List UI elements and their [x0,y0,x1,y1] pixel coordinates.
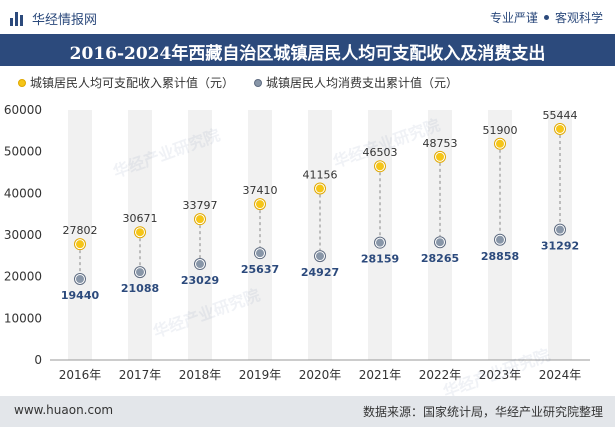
legend-item-expense: 城镇居民人均消费支出累计值（元） [254,74,458,91]
income-data-label: 46503 [363,146,398,159]
x-tick-label: 2022年 [419,368,462,382]
income-point-ring [554,122,566,135]
expense-point [494,233,506,246]
brand-name: 华经情报网 [32,13,98,28]
income-point-ring [314,182,326,195]
x-tick-label: 2018年 [179,368,222,382]
income-point-ring [254,198,266,211]
income-point-ring [74,238,86,251]
income-point-ring [434,150,446,163]
tagline: 专业严谨 客观科学 [490,9,603,26]
x-tick-label: 2021年 [359,368,402,382]
expense-point-ring [194,258,206,271]
income-point [494,137,506,150]
chart-legend: 城镇居民人均可支配收入累计值（元） 城镇居民人均消费支出累计值（元） [18,74,478,91]
footer-bar: www.huaon.com 数据来源：国家统计局，华经产业研究院整理 [0,396,615,427]
expense-point-ring [134,266,146,279]
legend-label-expense: 城镇居民人均消费支出累计值（元） [266,76,459,90]
tagline-1: 专业严谨 [489,11,538,25]
column-band [308,110,332,360]
expense-point [434,236,446,249]
legend-label-income: 城镇居民人均可支配收入累计值（元） [30,76,235,90]
brand-logo: 华经情报网 [10,9,97,28]
expense-point-ring [254,247,266,260]
y-tick-label: 40000 [4,186,42,200]
tagline-2: 客观科学 [554,11,603,25]
income-data-label: 27802 [63,224,98,237]
expense-point-ring [74,273,86,285]
expense-point-ring [314,250,326,263]
income-point [314,182,326,195]
expense-data-label: 19440 [61,289,100,302]
expense-data-label: 24927 [301,266,339,279]
x-tick-label: 2017年 [119,368,162,382]
expense-data-label: 23029 [181,274,219,287]
website-link[interactable]: www.huaon.com [14,403,114,417]
chart-title: 2016-2024年西藏自治区城镇居民人均可支配收入及消费支出 [69,44,546,64]
income-point-ring [374,160,386,173]
income-data-label: 30671 [123,212,158,225]
column-band [188,110,212,360]
top-bar: 华经情报网 专业严谨 客观科学 [0,0,615,34]
income-point-ring [134,226,146,239]
y-tick-label: 10000 [4,311,42,325]
expense-point-ring [554,223,566,236]
title-bar: 2016-2024年西藏自治区城镇居民人均可支配收入及消费支出 [0,34,615,66]
legend-marker-income-icon [18,78,26,87]
income-point [554,122,566,135]
x-tick-label: 2016年 [59,368,102,382]
income-point [254,198,266,211]
expense-data-label: 25637 [241,263,279,276]
income-point [434,150,446,163]
income-point [134,226,146,239]
data-source: 数据来源：国家统计局，华经产业研究院整理 [362,405,603,419]
expense-point [194,258,206,271]
income-data-label: 48753 [423,137,458,150]
y-tick-label: 20000 [4,270,42,284]
expense-point-ring [434,236,446,249]
column-band [68,110,92,360]
income-data-label: 33797 [183,199,218,212]
income-data-label: 55444 [543,109,578,122]
income-data-label: 37410 [243,184,278,197]
income-point [194,213,206,226]
x-tick-label: 2020年 [299,368,342,382]
expense-point [374,236,386,249]
expense-data-label: 28159 [361,253,399,266]
expense-data-label: 28858 [481,250,519,263]
dot-separator-icon [543,15,549,20]
income-data-label: 51900 [483,124,518,137]
x-tick-label: 2024年 [539,368,582,382]
chart-plot: 0 10000 20000 30000 40000 50000 60000 2016年 2017… [4,103,590,382]
y-tick-label: 50000 [4,145,42,159]
expense-data-label: 31292 [541,240,579,253]
legend-marker-expense-icon [254,78,263,87]
income-point [74,238,86,251]
logo-icon [10,11,24,26]
expense-data-label: 21088 [121,282,159,295]
expense-point-ring [494,233,506,246]
y-tick-label: 60000 [4,103,42,117]
y-tick-label: 0 [34,353,42,367]
expense-data-label: 28265 [421,252,459,265]
expense-point [314,250,326,263]
income-data-label: 41156 [303,169,338,182]
expense-point [254,247,266,260]
expense-point [554,223,566,236]
y-tick-label: 30000 [4,228,42,242]
expense-point-ring [374,236,386,249]
x-tick-label: 2023年 [479,368,522,382]
expense-point [74,273,86,285]
x-tick-label: 2019年 [239,368,282,382]
expense-point [134,266,146,279]
legend-item-income: 城镇居民人均可支配收入累计值（元） [18,74,234,91]
income-point-ring [194,213,206,226]
income-point [374,160,386,173]
income-point-ring [494,137,506,150]
